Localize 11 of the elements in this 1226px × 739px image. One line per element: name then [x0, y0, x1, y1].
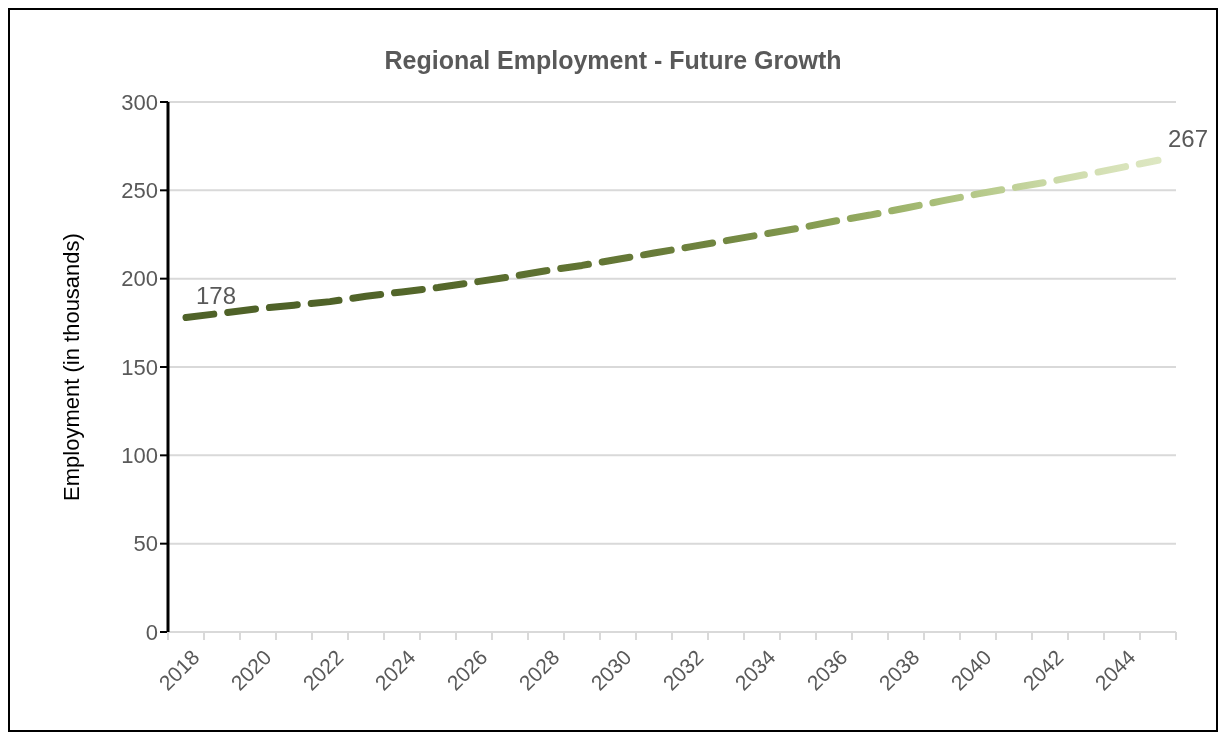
y-tick-label: 100 — [121, 443, 158, 469]
y-tick-label: 0 — [145, 619, 158, 645]
y-tick-label: 50 — [133, 531, 158, 557]
y-tick-label: 250 — [121, 178, 158, 204]
data-label: 178 — [196, 281, 237, 309]
data-label: 267 — [1168, 124, 1209, 152]
y-tick-label: 150 — [121, 354, 158, 380]
chart-title: Regional Employment - Future Growth — [383, 46, 843, 75]
y-axis-title: Employment (in thousands) — [58, 233, 84, 501]
y-tick-label: 200 — [121, 266, 158, 292]
y-tick-label: 300 — [121, 89, 158, 115]
